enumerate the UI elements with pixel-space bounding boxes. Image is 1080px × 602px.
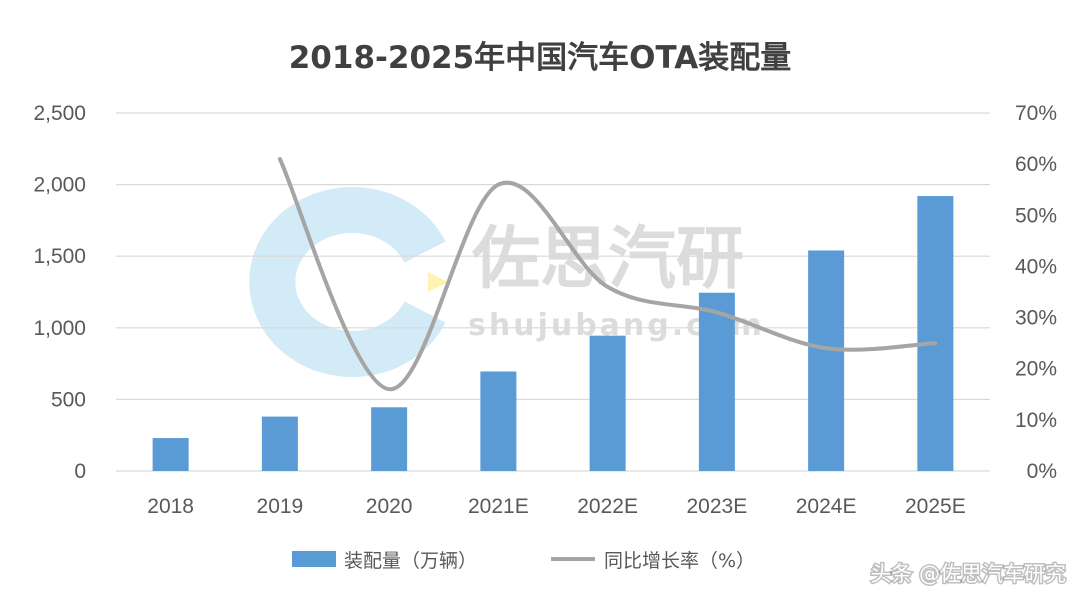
x-tick-label: 2023E — [687, 495, 748, 518]
x-tick-label: 2024E — [796, 495, 857, 518]
x-tick-label: 2018 — [147, 495, 194, 518]
y-left-tick-label: 1,000 — [33, 317, 86, 340]
legend-bar-swatch — [292, 551, 336, 567]
y-right-tick-label: 60% — [1015, 153, 1057, 176]
attribution-text: 头条 @佐思汽车研究 — [870, 562, 1066, 586]
growth-rate-line — [277, 157, 938, 392]
bar — [371, 407, 408, 471]
x-tick-label: 2019 — [257, 495, 304, 518]
watermark-logo-accent — [428, 272, 448, 292]
legend-line-label: 同比增长率（%） — [604, 550, 755, 572]
y-right-tick-label: 50% — [1015, 204, 1057, 227]
y-left-tick-label: 0 — [74, 460, 86, 483]
y-right-tick-label: 40% — [1015, 255, 1057, 278]
y-left-tick-label: 2,500 — [33, 102, 86, 125]
x-axis: 2018 2019 2020 2021E 2022E 2023E 2024E 2025E — [147, 495, 965, 518]
bar — [698, 292, 735, 471]
y-left-tick-label: 1,500 — [33, 245, 86, 268]
y-left-tick-label: 500 — [51, 388, 86, 411]
y-right-tick-label: 20% — [1015, 358, 1057, 381]
x-tick-label: 2025E — [905, 495, 966, 518]
y-axis-left: 0 500 1,000 1,500 2,000 2,500 — [33, 102, 86, 483]
y-right-tick-label: 70% — [1015, 102, 1057, 125]
line-series — [277, 157, 938, 392]
legend: 装配量（万辆） 同比增长率（%） — [292, 550, 755, 572]
y-axis-right: 0% 10% 20% 30% 40% 50% 60% 70% — [1015, 102, 1057, 483]
bar — [152, 438, 189, 471]
x-tick-label: 2020 — [366, 495, 413, 518]
y-right-tick-label: 10% — [1015, 409, 1057, 432]
x-tick-label: 2021E — [468, 495, 529, 518]
watermark: 佐思汽研 shujubang.com — [249, 187, 762, 377]
gridlines — [116, 112, 990, 472]
bar — [589, 335, 626, 471]
y-right-tick-label: 0% — [1027, 460, 1057, 483]
x-tick-label: 2022E — [577, 495, 638, 518]
bar — [480, 371, 517, 471]
watermark-logo-ring — [249, 187, 446, 377]
bar — [917, 196, 954, 471]
bar — [808, 250, 845, 471]
y-left-tick-label: 2,000 — [33, 174, 86, 197]
bar-series — [152, 196, 954, 471]
bar — [261, 416, 298, 471]
legend-bar-label: 装配量（万辆） — [344, 550, 477, 572]
y-right-tick-label: 30% — [1015, 307, 1057, 330]
chart-title: 2018-2025年中国汽车OTA装配量 — [289, 40, 792, 76]
